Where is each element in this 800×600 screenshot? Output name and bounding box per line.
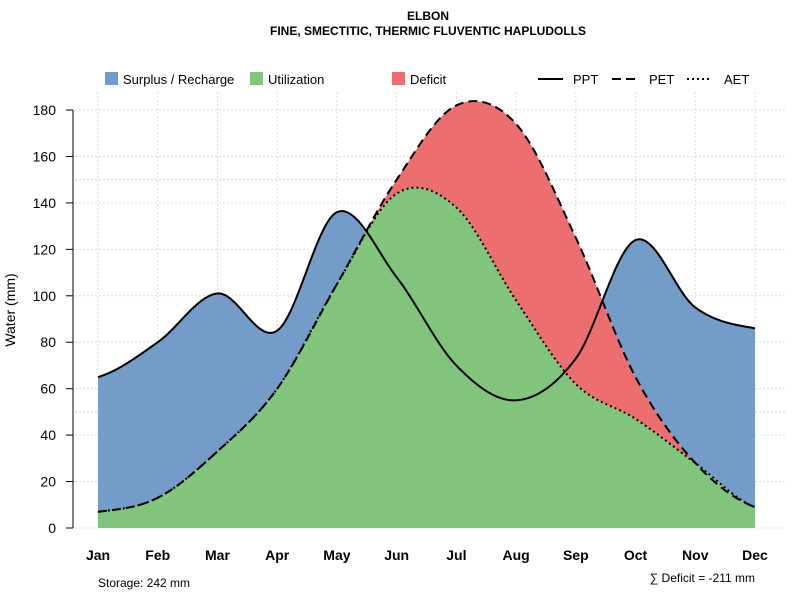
legend-label: AET [724,72,749,87]
series-lines [97,100,756,513]
y-tick-label: 40 [40,427,56,443]
y-axis-label: Water (mm) [2,273,18,346]
x-tick-label: Nov [682,547,709,563]
series-line-ppt [97,210,756,402]
legend-label: PET [649,72,674,87]
series-line-pet [97,100,756,513]
y-tick-label: 100 [33,288,57,304]
y-tick-label: 120 [33,241,57,257]
x-tick-label: Jan [86,547,110,563]
x-tick-label: Sep [563,547,589,563]
y-tick-label: 0 [48,520,56,536]
y-tick-label: 20 [40,474,56,490]
storage-note: Storage: 242 mm [98,576,190,590]
x-tick-label: Dec [742,547,768,563]
y-tick-label: 180 [33,102,57,118]
series-line-aet [97,186,756,513]
utilization-area [98,187,755,529]
y-tick-label: 80 [40,334,56,350]
x-tick-label: Jun [384,547,409,563]
legend-swatch [392,72,405,85]
legend-label: Deficit [410,72,447,87]
x-tick-label: May [323,547,350,563]
x-tick-label: Feb [145,547,170,563]
axes: 0 20 40 60 80 100 120 140 160 180 Jan Feb Mar Apr May J… [33,102,768,563]
x-tick-label: Oct [624,547,648,563]
chart-title: ELBON [407,9,449,23]
x-tick-label: Jul [446,547,466,563]
surplus-recharge-area [98,101,755,512]
area-fills [98,101,755,529]
legend-label: PPT [573,72,598,87]
y-tick-label: 60 [40,381,56,397]
x-tick-label: Mar [205,547,230,563]
y-tick-label: 160 [33,148,57,164]
x-tick-label: Apr [265,547,290,563]
legend-swatch [105,72,118,85]
deficit-area [98,101,755,512]
legend: Surplus / Recharge Utilization Deficit PPT P… [105,72,749,87]
y-tick-label: 140 [33,195,57,211]
legend-label: Utilization [268,72,324,87]
x-tick-label: Aug [502,547,529,563]
legend-swatch [250,72,263,85]
chart-subtitle: FINE, SMECTITIC, THERMIC FLUVENTIC HAPLU… [270,24,586,38]
legend-label: Surplus / Recharge [123,72,234,87]
deficit-note: ∑ Deficit = -211 mm [650,571,755,585]
